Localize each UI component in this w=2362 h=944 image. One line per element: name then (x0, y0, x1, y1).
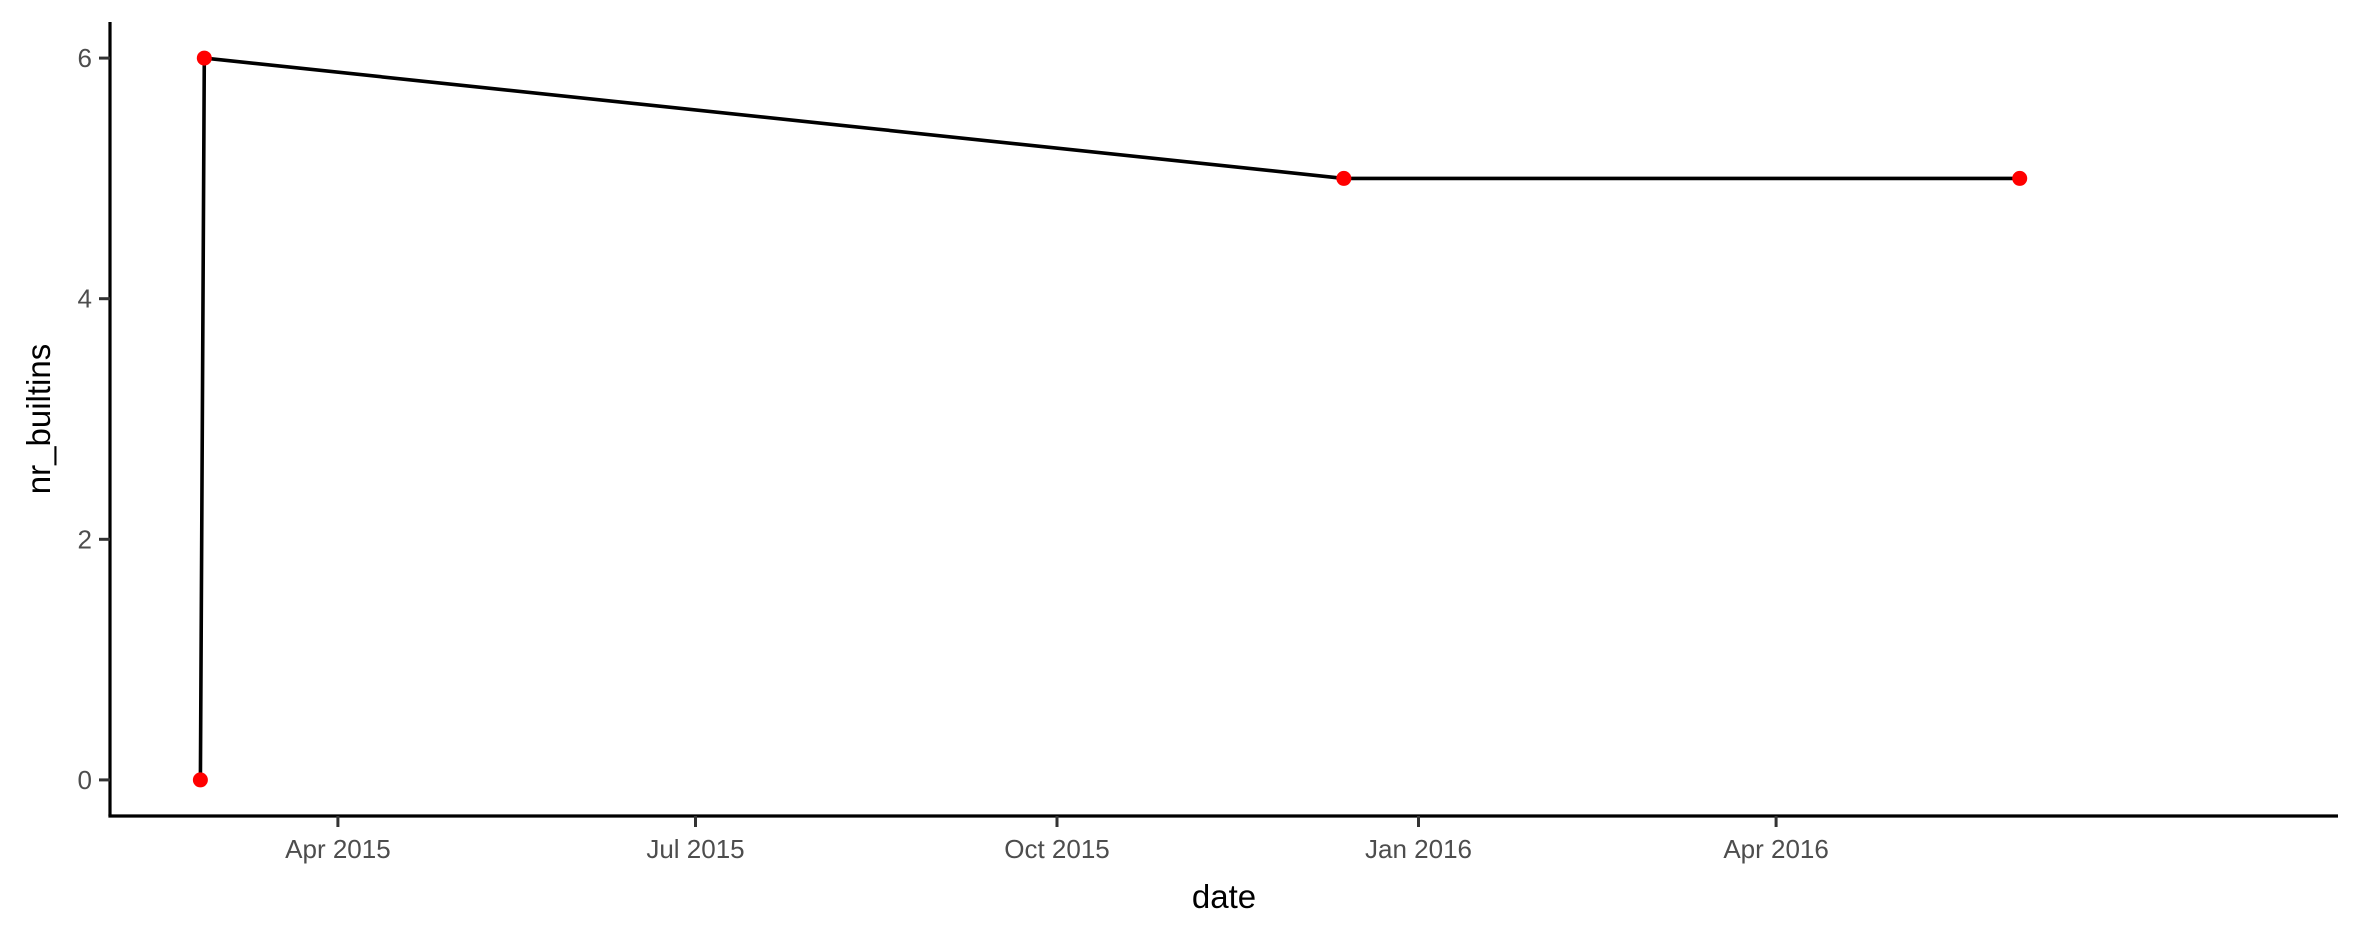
x-tick-label: Jul 2015 (646, 834, 744, 864)
x-tick-label: Oct 2015 (1004, 834, 1110, 864)
plot-area (192, 50, 2028, 788)
data-point (192, 772, 208, 788)
y-tick-label: 2 (78, 524, 92, 554)
data-point (2012, 170, 2028, 186)
series-line (198, 56, 2020, 780)
x-tick-label: Apr 2015 (285, 834, 391, 864)
y-axis-ticks: 0 2 4 6 (78, 43, 110, 795)
y-tick-label: 4 (78, 284, 92, 314)
x-tick-label: Apr 2016 (1723, 834, 1829, 864)
y-tick-label: 0 (78, 765, 92, 795)
x-tick-label: Jan 2016 (1365, 834, 1472, 864)
y-tick-label: 6 (78, 43, 92, 73)
data-point (196, 50, 212, 66)
y-axis-title: nr_builtins (20, 344, 57, 494)
x-axis-title: date (1192, 878, 1256, 915)
x-axis-ticks: Apr 2015 Jul 2015 Oct 2015 Jan 2016 Apr 2016 (285, 816, 1829, 864)
data-point (1336, 170, 1352, 186)
